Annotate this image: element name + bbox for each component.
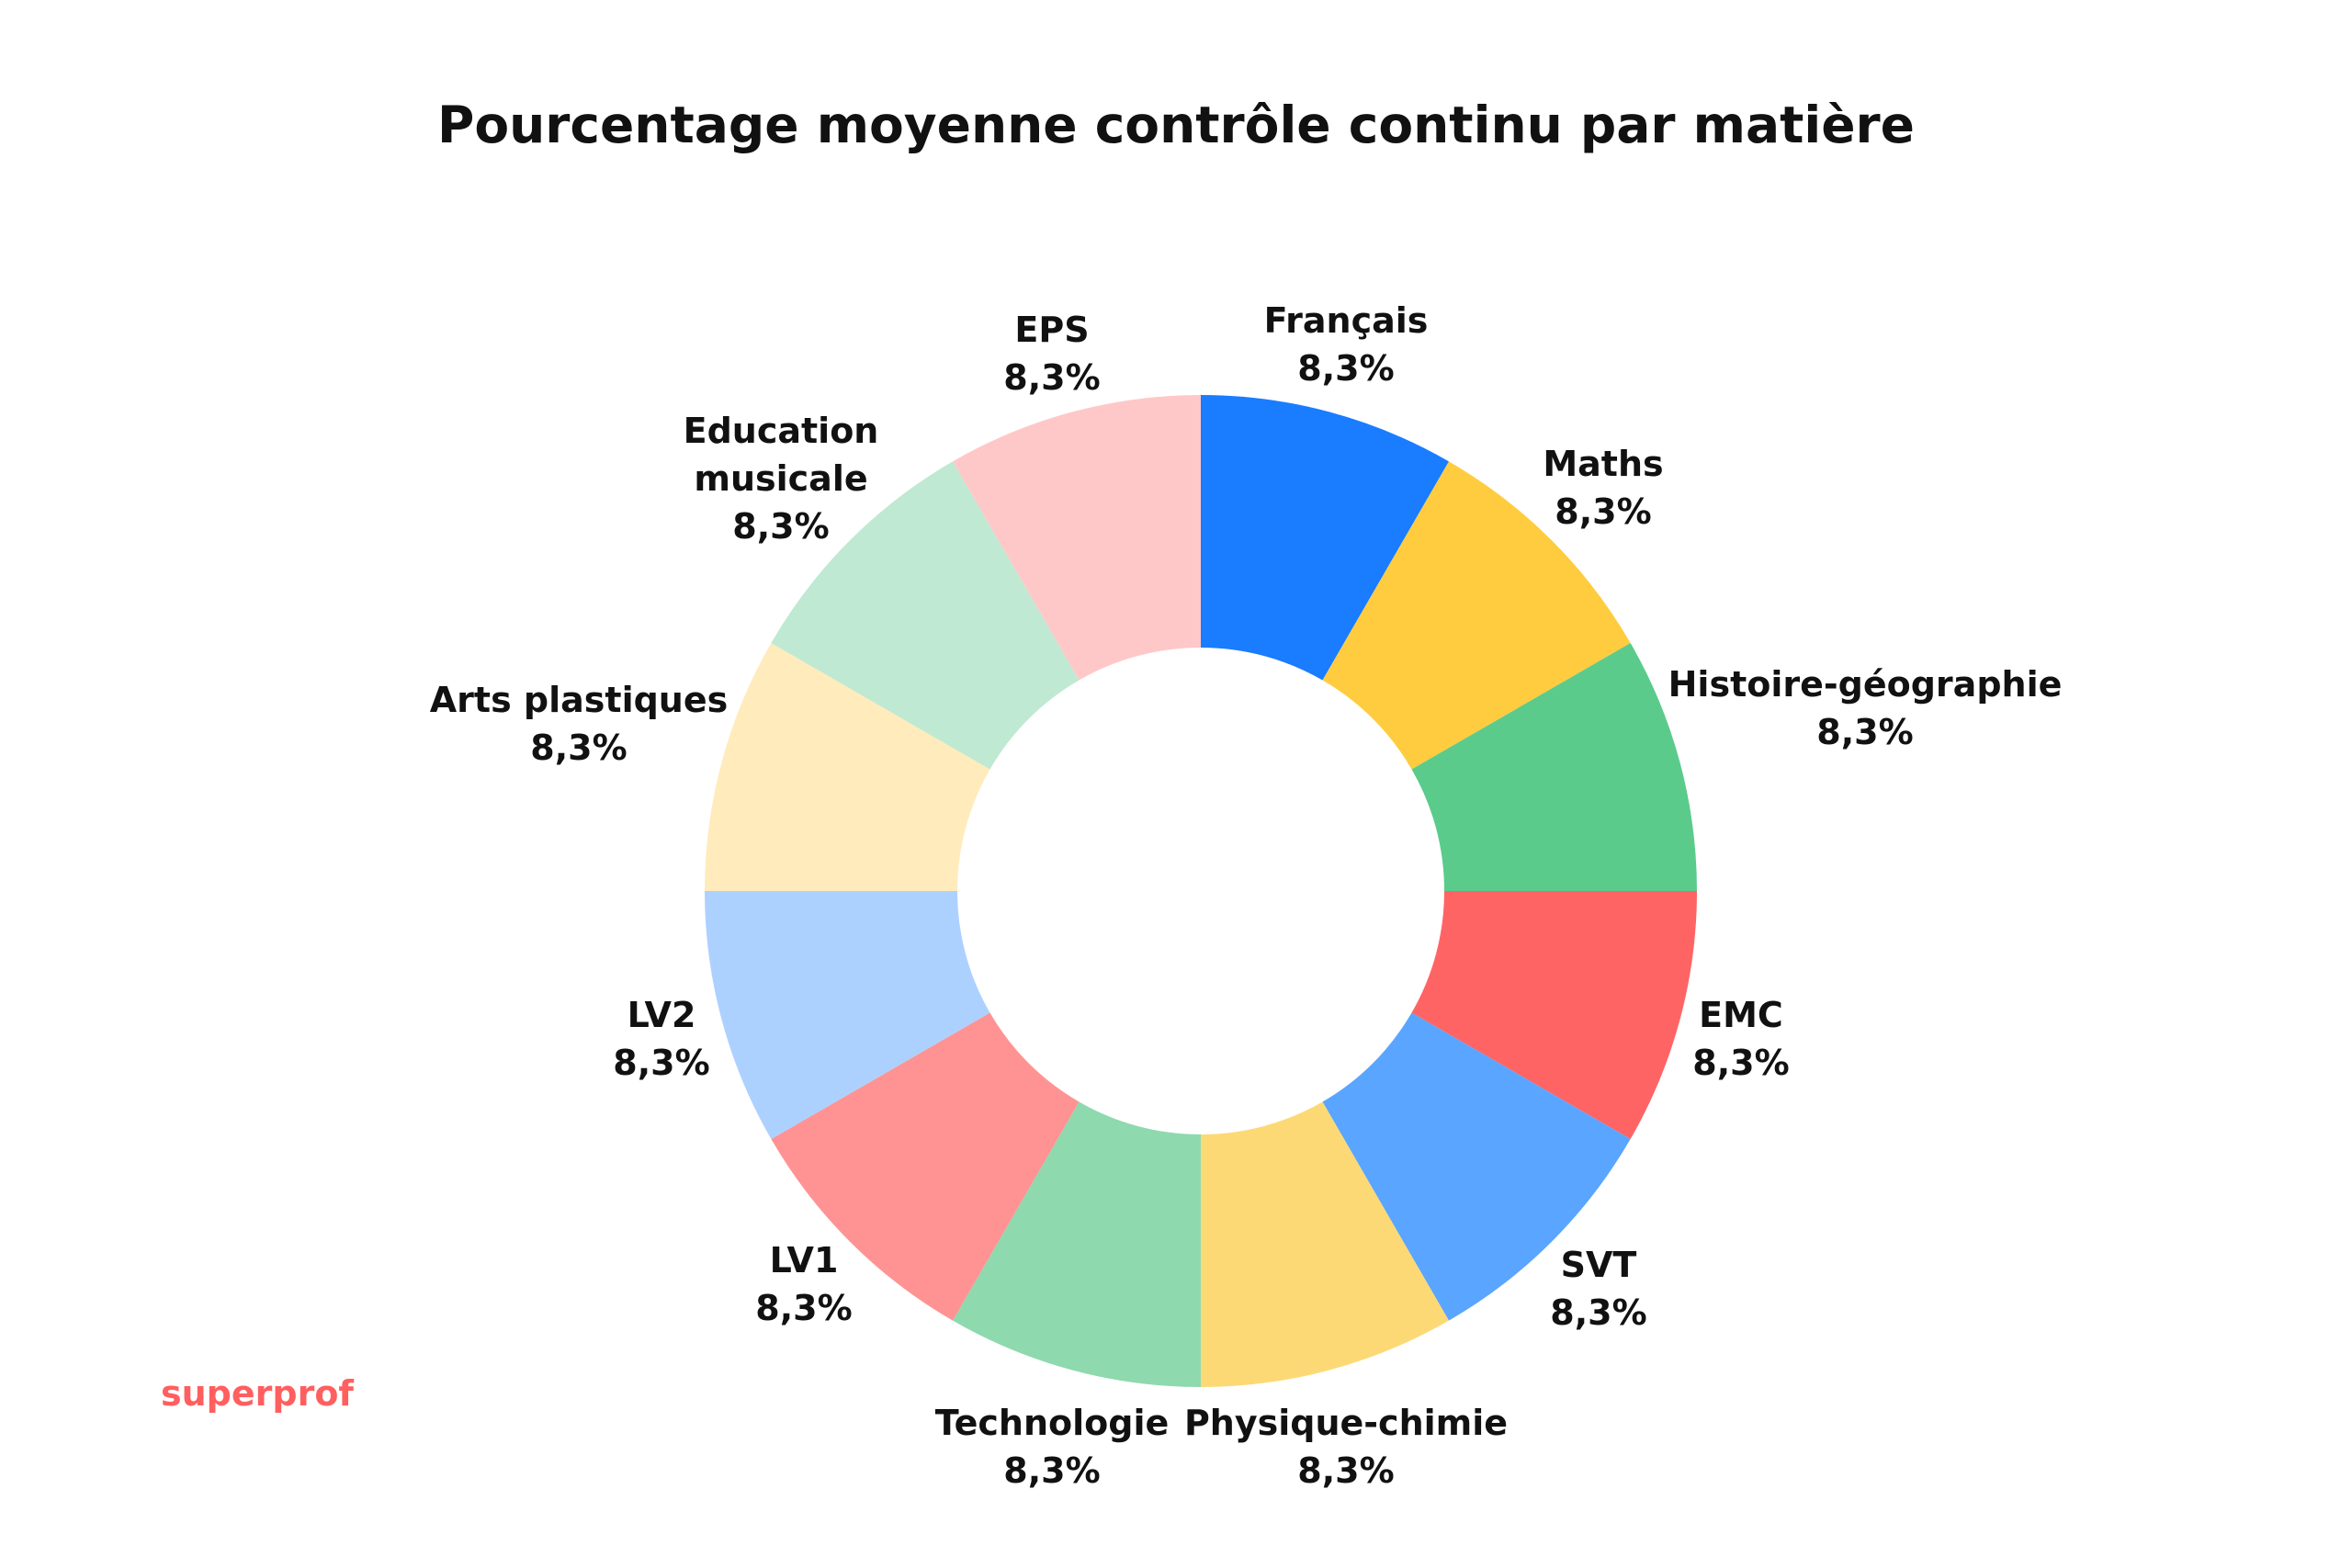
slice-label-eps: EPS 8,3% bbox=[1003, 310, 1100, 398]
slice-value-label: 8,3% bbox=[1816, 712, 1913, 752]
slice-technologie bbox=[953, 1101, 1201, 1387]
slice-name-label: Français bbox=[1264, 300, 1429, 341]
slice-lv1 bbox=[771, 1012, 1080, 1321]
slice-name-label: SVT bbox=[1561, 1245, 1637, 1285]
slice-label-education-musicale: Education musicale 8,3% bbox=[684, 411, 879, 547]
slice-label-arts-plastiques: Arts plastiques 8,3% bbox=[430, 680, 728, 768]
slice-value-label: 8,3% bbox=[1003, 1450, 1100, 1491]
slice-labels: Français 8,3%Maths 8,3%Histoire-géographie… bbox=[430, 300, 2063, 1491]
slice-histoire-géographie bbox=[1411, 643, 1697, 891]
slice-value-label: 8,3% bbox=[613, 1043, 709, 1083]
slice-name-label: Education bbox=[684, 411, 879, 451]
slice-name-label: Histoire-géographie bbox=[1668, 664, 2063, 705]
slice-value-label: 8,3% bbox=[1692, 1043, 1789, 1083]
slice-label-svt: SVT 8,3% bbox=[1550, 1245, 1646, 1333]
slice-name-label: LV2 bbox=[628, 995, 696, 1035]
slice-name-label: EPS bbox=[1014, 310, 1089, 350]
slice-value-label: 8,3% bbox=[1555, 491, 1651, 532]
superprof-logo: superprof bbox=[161, 1373, 354, 1414]
slice-value-label: 8,3% bbox=[755, 1288, 852, 1328]
slice-value-label: 8,3% bbox=[1297, 348, 1394, 389]
slice-label-physique-chimie: Physique-chimie 8,3% bbox=[1184, 1403, 1508, 1491]
slice-emc bbox=[1411, 891, 1697, 1139]
slice-maths bbox=[1322, 461, 1631, 770]
slice-eps bbox=[953, 395, 1201, 681]
chart-title: Pourcentage moyenne contrôle continu par… bbox=[437, 96, 1915, 154]
slice-value-label: 8,3% bbox=[732, 506, 829, 547]
slice-label-maths: Maths 8,3% bbox=[1543, 444, 1663, 532]
slice-lv2 bbox=[705, 891, 990, 1139]
slice-name-label: Physique-chimie bbox=[1184, 1403, 1508, 1443]
slice-name-label: Technologie bbox=[935, 1403, 1170, 1443]
slice-name-label: LV1 bbox=[770, 1240, 839, 1280]
slice-label-technologie: Technologie 8,3% bbox=[935, 1403, 1170, 1491]
slice-label-français: Français 8,3% bbox=[1264, 300, 1429, 389]
slice-name-label: Arts plastiques bbox=[430, 680, 728, 720]
slice-name-label: EMC bbox=[1699, 995, 1783, 1035]
slice-label-emc: EMC 8,3% bbox=[1692, 995, 1789, 1083]
slice-education-musicale bbox=[771, 461, 1080, 770]
slice-value-label: 8,3% bbox=[1003, 357, 1100, 398]
slice-label-lv1: LV1 8,3% bbox=[755, 1240, 852, 1328]
donut-slices bbox=[705, 395, 1697, 1387]
slice-name-label: Maths bbox=[1543, 444, 1663, 484]
slice-svt bbox=[1322, 1012, 1631, 1321]
slice-label-lv2: LV2 8,3% bbox=[613, 995, 709, 1083]
slice-value-label: 8,3% bbox=[1297, 1450, 1394, 1491]
slice-value-label: 8,3% bbox=[1550, 1292, 1646, 1333]
slice-label-histoire-géographie: Histoire-géographie 8,3% bbox=[1668, 664, 2063, 752]
slice-value-label: 8,3% bbox=[530, 728, 627, 768]
slice-français bbox=[1201, 395, 1449, 681]
slice-physique-chimie bbox=[1201, 1101, 1449, 1387]
slice-arts-plastiques bbox=[705, 643, 990, 891]
slice-name-label: musicale bbox=[694, 458, 867, 499]
